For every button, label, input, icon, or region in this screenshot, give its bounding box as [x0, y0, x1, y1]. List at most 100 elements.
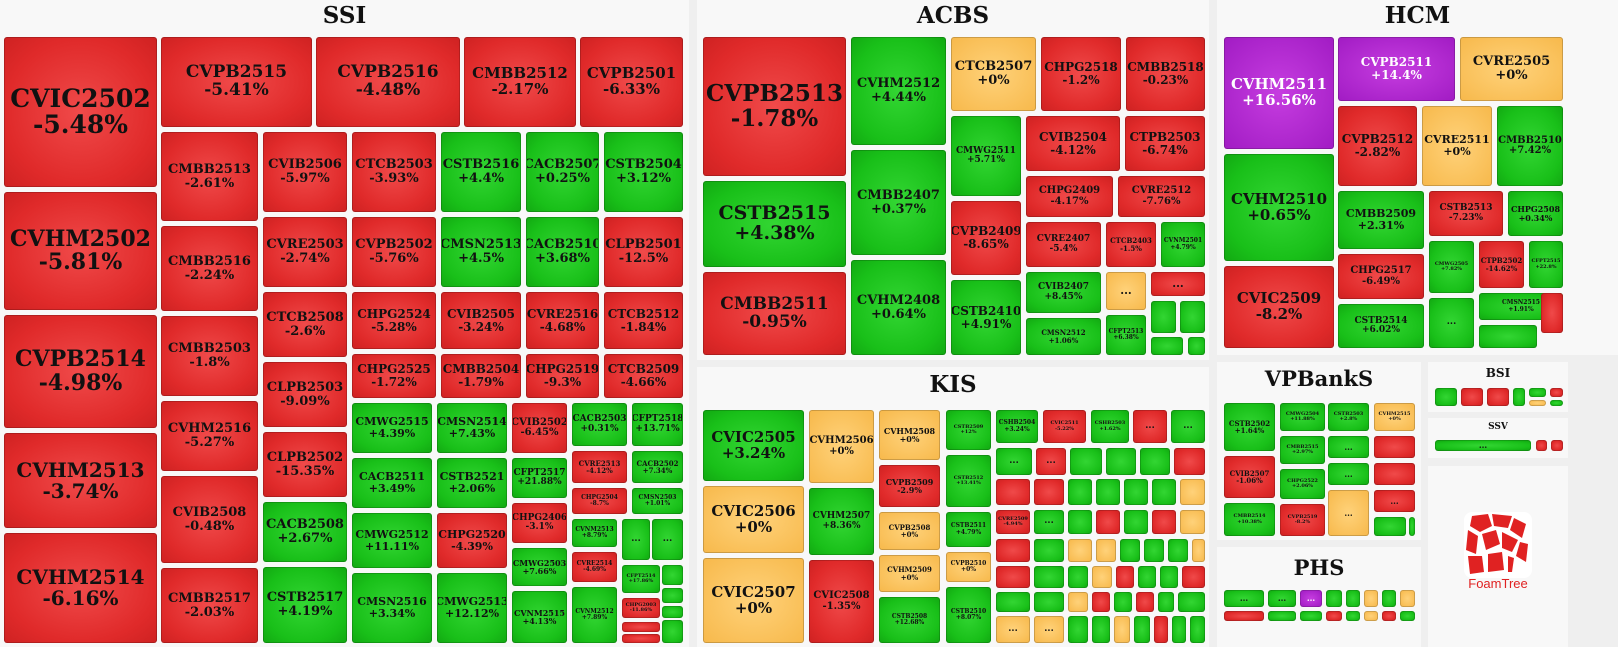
stock-tile-small[interactable]	[1152, 479, 1176, 505]
stock-tile[interactable]: CLPB2503 -9.09%	[263, 362, 347, 427]
stock-tile[interactable]: CVHM2510 +0.65%	[1224, 154, 1334, 261]
stock-tile[interactable]: CHPG2524 -5.28%	[352, 292, 436, 349]
stock-tile-small[interactable]	[1374, 517, 1406, 536]
stock-tile[interactable]: CMBB2516 -2.24%	[161, 226, 258, 311]
stock-tile[interactable]: CVIB2507 -1.06%	[1224, 456, 1275, 498]
stock-tile[interactable]: CMWG2511 +5.71%	[951, 116, 1021, 196]
stock-tile[interactable]: CACB2510 +3.68%	[526, 217, 599, 287]
stock-tile[interactable]: CMBB2509 +2.31%	[1338, 191, 1424, 249]
stock-tile-small[interactable]	[1154, 616, 1168, 643]
stock-tile[interactable]: CVRE2513 -4.12%	[572, 451, 627, 483]
stock-tile-small[interactable]	[1182, 566, 1205, 588]
stock-tile-small[interactable]	[1151, 301, 1176, 333]
stock-tile[interactable]: CMWG2515 +4.39%	[352, 403, 432, 453]
stock-tile-small[interactable]	[1160, 566, 1178, 588]
stock-tile-small[interactable]	[1190, 616, 1205, 643]
more-group-tile[interactable]: ...	[1224, 590, 1264, 607]
stock-tile-small[interactable]	[1034, 479, 1064, 505]
stock-tile[interactable]: CVHM2511 +16.56%	[1224, 37, 1334, 149]
stock-tile[interactable]: CVPB2510 +0%	[946, 552, 991, 582]
stock-tile[interactable]: CTCB2509 -4.66%	[604, 354, 683, 398]
stock-tile[interactable]: CVIC2502 -5.48%	[4, 37, 157, 187]
stock-tile-small[interactable]	[1034, 566, 1064, 588]
more-group-tile[interactable]: ...	[622, 519, 650, 560]
more-group-tile[interactable]: ...	[1151, 272, 1205, 296]
stock-tile[interactable]: CVIB2407 +8.45%	[1026, 272, 1101, 313]
stock-tile[interactable]: CVPB2501 -6.33%	[580, 37, 683, 127]
stock-tile-small[interactable]	[662, 588, 683, 603]
stock-tile[interactable]: CSTB2503 +2.8%	[1328, 403, 1369, 431]
stock-tile-small[interactable]	[1144, 539, 1164, 562]
stock-tile-small[interactable]	[996, 539, 1030, 562]
stock-tile-small[interactable]	[1461, 388, 1483, 406]
stock-tile[interactable]: CACB2503 +0.31%	[572, 403, 627, 446]
stock-tile-small[interactable]	[1300, 611, 1322, 621]
stock-tile[interactable]: CSTB2516 +4.4%	[441, 132, 521, 212]
stock-tile-small[interactable]	[1092, 566, 1112, 588]
stock-tile[interactable]: CVPB2516 -4.48%	[316, 37, 460, 127]
stock-tile-small[interactable]	[1124, 510, 1148, 534]
stock-tile[interactable]: CHPG2504 -8.7%	[572, 488, 627, 514]
stock-tile-small[interactable]	[1400, 590, 1415, 607]
stock-tile[interactable]: CVRE2511 +0%	[1422, 106, 1492, 186]
stock-tile-small[interactable]	[1168, 539, 1188, 562]
more-group-tile[interactable]: ...	[1300, 590, 1322, 607]
stock-tile-small[interactable]	[1068, 539, 1092, 562]
stock-tile[interactable]: CLPB2502 -15.35%	[263, 432, 347, 497]
stock-tile-small[interactable]	[662, 620, 683, 643]
stock-tile-small[interactable]	[1114, 592, 1132, 612]
stock-tile[interactable]: CMWG2503 +7.66%	[512, 548, 567, 586]
stock-tile-small[interactable]	[1513, 388, 1525, 406]
stock-tile[interactable]: CMBB2518 -0.23%	[1126, 37, 1205, 111]
stock-tile[interactable]: CVHM2408 +0.64%	[851, 260, 946, 355]
stock-tile[interactable]: CACB2511 +3.49%	[352, 458, 432, 508]
stock-tile[interactable]: CSTB2410 +4.91%	[951, 280, 1021, 355]
stock-tile-small[interactable]	[1180, 510, 1205, 534]
stock-tile-small[interactable]	[1382, 611, 1396, 621]
stock-tile[interactable]: CMBB2514 +10.38%	[1224, 503, 1275, 536]
stock-tile[interactable]: CHPG2518 -1.2%	[1041, 37, 1121, 111]
stock-tile[interactable]: CTPB2502 -14.62%	[1479, 241, 1524, 288]
more-group-tile[interactable]: ...	[1435, 440, 1531, 451]
stock-tile[interactable]: CVIC2506 +0%	[703, 486, 804, 553]
stock-tile[interactable]: CMSN2503 +1.01%	[632, 488, 683, 514]
stock-tile[interactable]: CVIC2507 +0%	[703, 558, 804, 643]
stock-tile-small[interactable]	[1409, 517, 1415, 536]
stock-tile[interactable]: CHPG2520 -4.39%	[437, 513, 507, 568]
stock-tile[interactable]: CSTB2517 +4.19%	[263, 567, 347, 643]
stock-tile[interactable]: CMSN2513 +4.5%	[441, 217, 521, 287]
stock-tile[interactable]: CMBB2503 -1.8%	[161, 316, 258, 396]
stock-tile[interactable]: CSTB2510 +8.07%	[946, 587, 991, 643]
stock-tile[interactable]: CVIC2511 -5.22%	[1043, 410, 1086, 443]
stock-tile[interactable]: CMSN2516 +3.34%	[352, 573, 432, 643]
stock-tile[interactable]: CHPG2525 -1.72%	[352, 354, 436, 398]
more-group-tile[interactable]: ...	[1429, 298, 1474, 348]
stock-tile-small[interactable]	[622, 622, 660, 632]
stock-tile-small[interactable]	[622, 634, 660, 643]
stock-tile-small[interactable]	[1068, 616, 1088, 643]
stock-tile[interactable]: CVHM2507 +8.36%	[809, 488, 874, 555]
stock-tile-small[interactable]	[996, 479, 1030, 505]
stock-tile-small[interactable]	[996, 566, 1030, 588]
more-group-tile[interactable]: ...	[1106, 272, 1146, 310]
stock-tile[interactable]: CVRE2509 -4.94%	[996, 510, 1030, 534]
stock-tile-small[interactable]	[1550, 388, 1563, 397]
stock-tile-small[interactable]	[1364, 611, 1378, 621]
stock-tile[interactable]: CMBB2504 -1.79%	[441, 354, 521, 398]
stock-tile[interactable]: CMBB2511 -0.95%	[703, 272, 846, 355]
stock-tile[interactable]: CVIB2505 -3.24%	[441, 292, 521, 349]
more-group-tile[interactable]: ...	[1374, 490, 1415, 512]
stock-tile[interactable]: CVPB2508 +0%	[879, 512, 940, 550]
stock-tile-small[interactable]	[1174, 448, 1205, 475]
stock-tile[interactable]: CTCB2503 -3.93%	[352, 132, 436, 212]
stock-tile[interactable]: CVPB2511 +14.4%	[1338, 37, 1455, 101]
stock-tile[interactable]: CVPB2519 -8.2%	[1280, 504, 1325, 536]
stock-tile-small[interactable]	[1192, 539, 1205, 562]
stock-tile[interactable]: CVNM2501 +4.79%	[1161, 222, 1205, 267]
stock-tile[interactable]: CVHM2512 +4.44%	[851, 37, 946, 145]
more-group-tile[interactable]: ...	[1328, 463, 1369, 485]
stock-tile-small[interactable]	[1374, 463, 1415, 485]
stock-tile[interactable]: CVHM2514 -6.16%	[4, 533, 157, 643]
stock-tile[interactable]: CTCB2508 -2.6%	[263, 292, 347, 357]
stock-tile[interactable]: CSTB2508 +12.68%	[879, 597, 940, 643]
